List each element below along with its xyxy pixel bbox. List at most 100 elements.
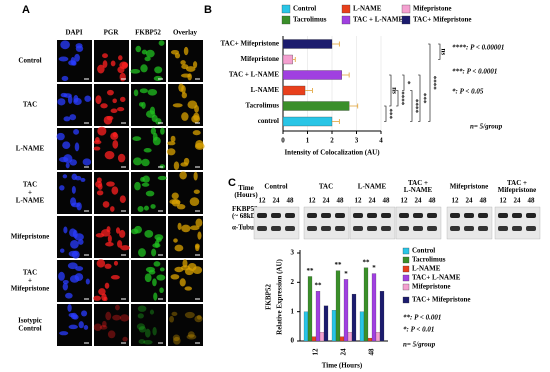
cell <box>140 64 148 73</box>
note: n= 5/group <box>470 123 503 131</box>
cell <box>104 282 110 289</box>
cell <box>166 148 176 156</box>
cell <box>189 197 200 207</box>
cell <box>142 175 150 183</box>
cell <box>137 206 144 213</box>
cell <box>132 136 142 141</box>
y-tick-label: control <box>258 117 279 125</box>
cell <box>63 93 72 98</box>
error-bar <box>332 41 340 47</box>
cell <box>179 278 186 287</box>
cell <box>95 95 102 105</box>
cell <box>144 229 154 238</box>
cell <box>134 181 141 191</box>
cell <box>147 88 158 96</box>
band <box>353 213 363 218</box>
x-tick-label: 2 <box>330 137 334 145</box>
group-label: L-NAME <box>404 186 433 194</box>
column-header: Overlay <box>173 29 198 37</box>
cell <box>119 229 126 238</box>
cell <box>139 88 148 94</box>
cell <box>187 331 195 338</box>
cell <box>185 66 196 72</box>
legend-label: L-NAME <box>353 5 382 13</box>
cell <box>97 183 103 190</box>
cell <box>137 313 144 319</box>
cell <box>151 248 157 257</box>
cell <box>102 201 110 208</box>
band <box>478 226 488 231</box>
cell <box>119 314 130 322</box>
cell <box>145 110 156 118</box>
cell <box>58 56 69 62</box>
lane-label: 24 <box>415 197 423 205</box>
legend-swatch <box>341 15 351 25</box>
cell <box>107 234 112 243</box>
cell <box>170 50 180 55</box>
bar <box>303 311 309 342</box>
cell <box>143 339 153 345</box>
legend-label: L-NAME <box>412 265 441 273</box>
cell <box>156 274 166 281</box>
band <box>478 213 488 218</box>
cell <box>112 314 121 321</box>
cell <box>167 141 176 146</box>
band <box>381 226 391 231</box>
cell <box>96 259 106 268</box>
cell <box>118 55 123 61</box>
cell <box>71 186 76 194</box>
cell <box>154 66 163 74</box>
cell <box>67 304 72 312</box>
cell <box>193 171 198 181</box>
cell <box>115 227 121 234</box>
note: *: P < 0.01 <box>403 326 434 334</box>
legend-swatch <box>402 265 410 273</box>
cell <box>102 60 108 68</box>
band <box>271 226 281 231</box>
y-tick-label: 3 <box>291 249 295 257</box>
cell <box>191 115 201 123</box>
y-tick-label: Mifepristone <box>241 55 280 63</box>
cell <box>182 259 188 268</box>
cell <box>110 132 119 140</box>
cell <box>96 177 102 184</box>
cell <box>74 53 80 62</box>
cell <box>141 49 148 55</box>
y-axis-label: Relative Expression (AU) <box>276 258 284 334</box>
cell <box>59 248 65 253</box>
significance: **** <box>411 99 419 114</box>
cell <box>58 156 69 163</box>
cell <box>59 185 65 191</box>
cell <box>62 282 69 291</box>
cell <box>110 275 120 280</box>
cell <box>112 98 117 104</box>
cell <box>169 199 178 205</box>
bar <box>282 70 342 80</box>
row-label: + <box>28 189 32 197</box>
row-label: Control <box>18 57 41 65</box>
row-label: TAC <box>23 269 37 277</box>
bar <box>282 101 350 111</box>
bar <box>367 337 373 342</box>
band <box>257 226 267 231</box>
cell <box>152 327 157 336</box>
band <box>413 226 423 231</box>
cell <box>93 146 101 151</box>
cell <box>133 89 139 97</box>
panel-label: B <box>204 4 212 16</box>
cell <box>68 60 77 66</box>
bar <box>307 276 313 342</box>
row-label: TAC <box>23 181 37 189</box>
lane-label: 12 <box>401 197 409 205</box>
cell <box>69 114 77 121</box>
error-bar <box>349 103 359 109</box>
cell <box>83 325 89 330</box>
legend-swatch <box>402 296 410 304</box>
lane-label: 48 <box>480 197 488 205</box>
bar <box>323 305 329 342</box>
cell <box>73 128 80 135</box>
cell <box>69 159 77 166</box>
cell <box>192 266 203 275</box>
cell <box>104 263 112 269</box>
cell <box>183 157 190 165</box>
